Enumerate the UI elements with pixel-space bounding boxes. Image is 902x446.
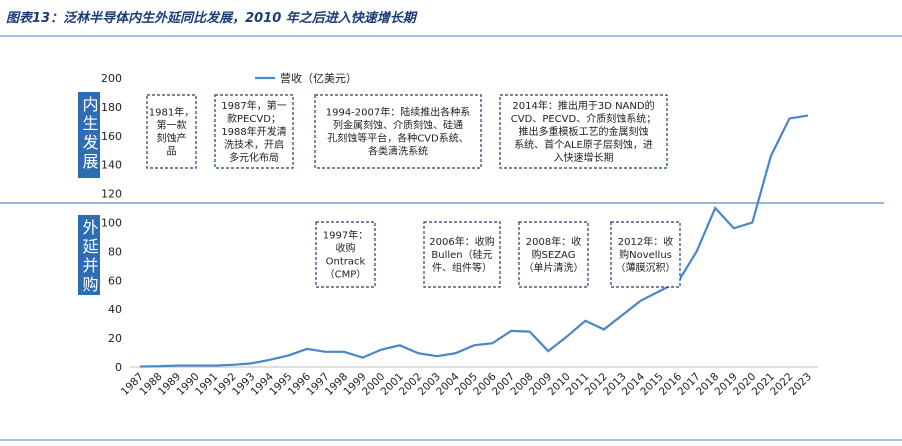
side-label-box xyxy=(78,92,100,178)
annotation-line: 2012年：收 xyxy=(618,235,673,248)
annotation-line: （薄膜沉积） xyxy=(616,261,676,274)
annotation-line: 收购 xyxy=(336,242,356,255)
y-tick-label: 120 xyxy=(101,188,122,201)
annotation-line: 孔刻蚀等平台，各种CVD系统、 xyxy=(327,132,469,145)
annotation-line: 系统、首个ALE原子层刻蚀，进 xyxy=(514,138,653,151)
annotation-line: 洗技术，开启 xyxy=(224,138,284,151)
annotation-line: 列金属刻蚀、介质刻蚀、硅通 xyxy=(333,119,463,132)
y-tick-label: 40 xyxy=(108,303,122,316)
side-label-box xyxy=(78,215,100,295)
annotation-line: 各类清洗系统 xyxy=(368,145,428,158)
annotation: 1994-2007年：陆续推出各种系列金属刻蚀、介质刻蚀、硅通孔刻蚀等平台，各种… xyxy=(326,106,471,158)
annotation-line: Bullen（硅元 xyxy=(431,248,492,261)
annotation-line: 1994-2007年：陆续推出各种系 xyxy=(326,106,471,119)
annotation-line: 品 xyxy=(167,146,177,158)
annotation: 2014年：推出用于3D NAND的 CVD、PECVD、介质刻蚀系统；推出多重模… xyxy=(511,99,656,164)
annotation: 1997年：收购 Ontrack （CMP） xyxy=(323,229,368,281)
y-tick-label: 160 xyxy=(101,130,122,143)
line xyxy=(139,114,809,368)
annotation-line: 1981年， xyxy=(149,106,194,119)
annotation-line: 1997年： xyxy=(323,229,368,242)
y-tick-label: 0 xyxy=(115,361,122,374)
annotation-line: 购SEZAG xyxy=(532,248,576,261)
annotation-line: 多元化布局 xyxy=(229,151,279,164)
annotation-line: 第一款 xyxy=(157,119,187,132)
legend-label: 营收（亿美元） xyxy=(280,71,357,85)
annotation-line: 2014年：推出用于3D NAND的 xyxy=(512,99,654,112)
annotation-line: （CMP） xyxy=(325,269,367,281)
annotation: 2006年：收购 Bullen（硅元件、组件等） xyxy=(429,235,494,274)
annotation-line: 1988年开发清 xyxy=(221,125,286,138)
annotation: 1981年，第一款刻蚀产品 xyxy=(149,106,194,158)
annotation-box xyxy=(610,221,681,288)
annotation-line: 1987年，第一 xyxy=(221,99,286,112)
annotation-line: 款PECVD； xyxy=(227,112,281,125)
side-label: 内生发展 xyxy=(80,96,99,172)
annotation-line: Ontrack xyxy=(326,257,366,268)
annotation: 1987年，第一款PECVD； 1988年开发清洗技术，开启多元化布局 xyxy=(221,99,286,164)
y-tick-label: 200 xyxy=(101,72,122,85)
annotation-box xyxy=(499,94,668,169)
annotation: 2012年：收购Novellus （薄膜沉积） xyxy=(616,235,676,274)
annotation-line: 2006年：收购 xyxy=(429,235,494,248)
y-tick-label: 80 xyxy=(108,245,122,258)
y-tick-label: 60 xyxy=(108,274,122,287)
annotation-box xyxy=(214,94,294,169)
annotation-line: CVD、PECVD、介质刻蚀系统； xyxy=(511,112,656,125)
annotation-line: 购Novellus xyxy=(619,248,672,261)
y-tick-label: 140 xyxy=(101,159,122,172)
side-label: 外延并购 xyxy=(80,219,99,295)
annotation-box xyxy=(315,221,376,288)
annotation-line: 2008年：收 xyxy=(526,235,581,248)
annotation: 2008年：收购SEZAG （单片清洗） xyxy=(524,235,584,274)
annotation-box xyxy=(423,221,501,288)
annotation-line: （单片清洗） xyxy=(524,261,584,274)
y-tick-label: 20 xyxy=(108,332,122,345)
y-tick-label: 180 xyxy=(101,101,122,114)
annotation-box xyxy=(314,94,482,169)
annotation-box xyxy=(146,94,197,169)
annotation-line: 推出多重模板工艺的金属刻蚀 xyxy=(519,125,649,138)
annotation-line: 件、组件等） xyxy=(432,261,492,274)
y-tick-label: 100 xyxy=(101,217,122,230)
annotation-line: 入快速增长期 xyxy=(554,151,614,164)
annotation-box xyxy=(518,221,589,288)
annotation-line: 刻蚀产 xyxy=(157,132,187,145)
chart-title: 图表13：泛林半导体内生外延同比发展，2010 年之后进入快速增长期 xyxy=(6,10,418,26)
